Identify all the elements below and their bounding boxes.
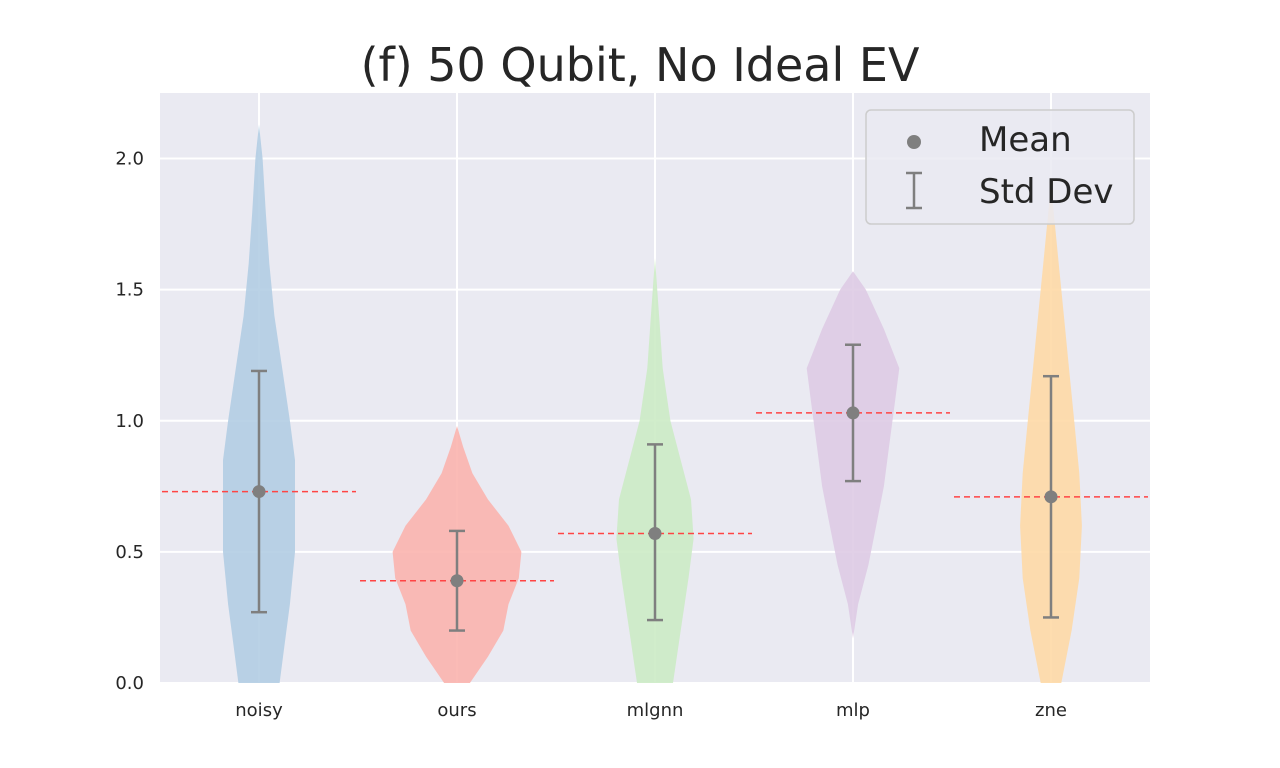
x-tick-label: noisy: [235, 700, 283, 721]
y-tick-label: 1.5: [115, 280, 144, 301]
x-tick-label: ours: [437, 700, 476, 721]
chart-title: (f) 50 Qubit, No Ideal EV: [360, 38, 920, 92]
legend-mean-label: Mean: [979, 120, 1072, 160]
mean-marker-mlgnn: [648, 527, 662, 541]
y-tick-label: 0.5: [115, 542, 144, 563]
mean-marker-mlp: [846, 406, 860, 420]
axis-layer: 0.0 0.5 1.0 1.5 2.0 noisy ours mlgnn mlp zne: [115, 149, 1067, 721]
legend-std-marker: [906, 171, 922, 210]
y-tick-label: 1.0: [115, 411, 144, 432]
mean-marker-ours: [450, 574, 464, 588]
legend-box: [865, 109, 1135, 225]
x-tick-label: mlgnn: [627, 700, 684, 721]
y-tick-label: 0.0: [115, 673, 144, 694]
x-tick-label: mlp: [836, 700, 870, 721]
x-tick-label: zne: [1035, 700, 1067, 721]
mean-marker-noisy: [252, 485, 266, 499]
y-tick-label: 2.0: [115, 149, 144, 170]
legend-std-label: Std Dev: [979, 172, 1114, 212]
mean-marker-zne: [1044, 490, 1058, 504]
legend-mean-marker: [907, 135, 921, 149]
violin-layer: [162, 124, 1148, 684]
legend: Mean Std Dev: [865, 109, 1135, 225]
